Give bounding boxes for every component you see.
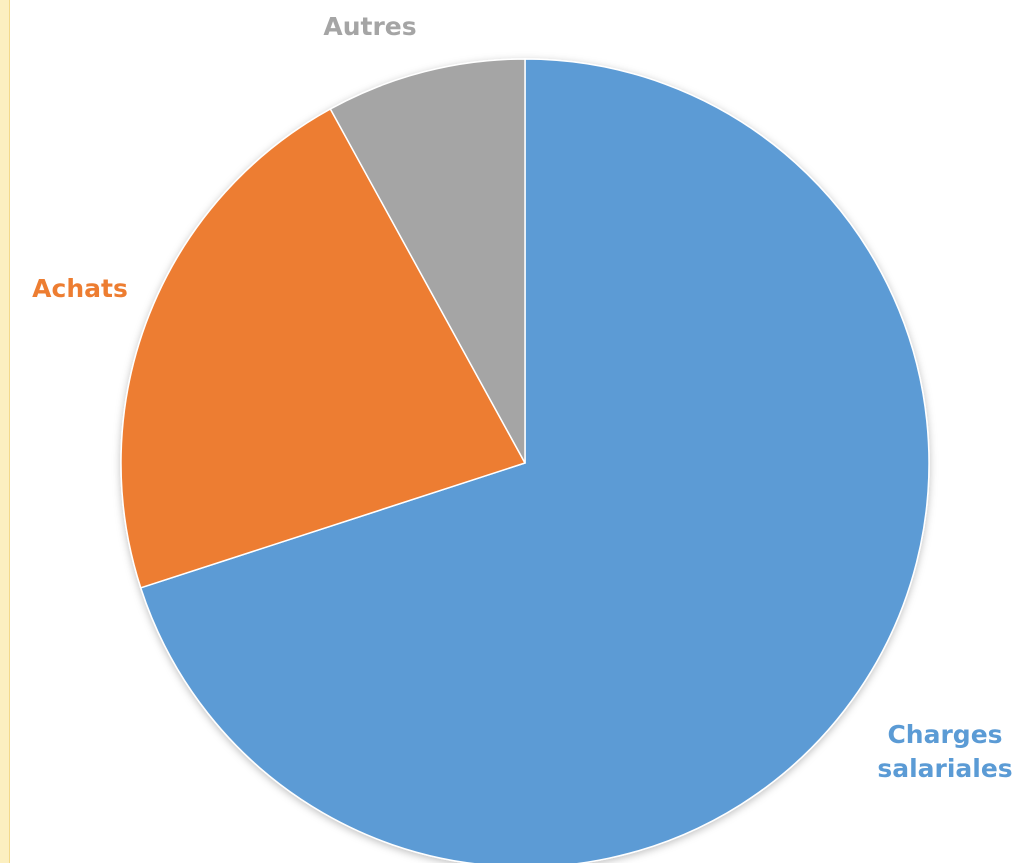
pie-slice	[120, 107, 527, 589]
pie	[120, 58, 930, 863]
pie-slice	[329, 58, 526, 464]
slice-label: Achats	[32, 274, 128, 303]
slice-label: Charges salariales	[877, 720, 1013, 783]
side-strip	[0, 0, 10, 863]
pie-slice	[139, 58, 930, 863]
slice-label: Autres	[323, 12, 417, 41]
